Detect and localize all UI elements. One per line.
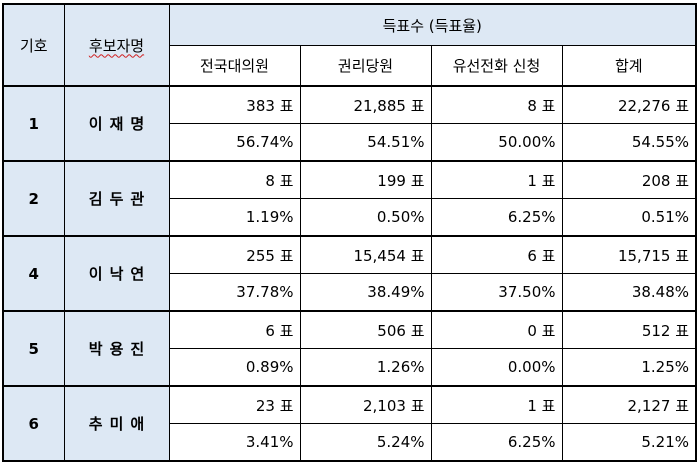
candidate-symbol: 6 — [2, 385, 65, 462]
votes-delegates: 383 표 — [168, 85, 301, 124]
header-candidate: 후보자명 — [63, 3, 170, 87]
rate-phone: 6.25% — [430, 198, 563, 237]
votes-total: 2,127 표 — [561, 385, 697, 424]
votes-phone: 0 표 — [430, 310, 563, 349]
rate-phone: 0.00% — [430, 348, 563, 387]
rate-total: 38.48% — [561, 273, 697, 312]
header-symbol: 기호 — [2, 3, 65, 87]
table-row: 1.19% 0.50% 6.25% 0.51% — [3, 198, 697, 237]
votes-delegates: 255 표 — [168, 235, 301, 274]
table-row: 1 이재명 383 표 21,885 표 8 표 22,276 표 — [2, 85, 697, 162]
rate-delegates: 3.41% — [168, 423, 301, 462]
rate-delegates: 56.74% — [168, 123, 301, 162]
votes-total: 208 표 — [561, 160, 697, 199]
rate-total: 1.25% — [561, 348, 697, 387]
votes-members: 15,454 표 — [299, 235, 432, 274]
rate-total: 5.21% — [561, 423, 697, 462]
rate-phone: 6.25% — [430, 423, 563, 462]
rate-total: 0.51% — [561, 198, 697, 237]
rate-delegates: 37.78% — [168, 273, 301, 312]
header-col-delegates: 전국대의원 — [168, 45, 301, 87]
votes-total: 512 표 — [561, 310, 697, 349]
table-body: 1 이재명 383 표 21,885 표 8 표 22,276 표 56.74%… — [2, 85, 697, 462]
rate-delegates: 1.19% — [168, 198, 301, 237]
votes-total: 15,715 표 — [561, 235, 697, 274]
candidate-name: 추미애 — [63, 385, 170, 462]
votes-members: 506 표 — [299, 310, 432, 349]
header-row-sub: 전국대의원 권리당원 유선전화 신청 합계 — [3, 45, 697, 87]
rate-delegates: 0.89% — [168, 348, 301, 387]
candidate-name: 이재명 — [63, 85, 170, 162]
table-row: 56.74% 54.51% 50.00% 54.55% — [3, 123, 697, 162]
rate-members: 54.51% — [299, 123, 432, 162]
table-row: 37.78% 38.49% 37.50% 38.48% — [3, 273, 697, 312]
rate-phone: 37.50% — [430, 273, 563, 312]
votes-phone: 8 표 — [430, 85, 563, 124]
table-row: 2 김두관 8 표 199 표 1 표 208 표 — [2, 160, 697, 237]
header-col-members: 권리당원 — [299, 45, 432, 87]
votes-delegates: 23 표 — [168, 385, 301, 424]
candidate-name: 이낙연 — [63, 235, 170, 312]
table-row: 6 추미애 23 표 2,103 표 1 표 2,127 표 — [2, 385, 697, 462]
candidate-symbol: 2 — [2, 160, 65, 237]
votes-members: 199 표 — [299, 160, 432, 199]
candidate-symbol: 4 — [2, 235, 65, 312]
votes-phone: 1 표 — [430, 160, 563, 199]
table-row: 5 박용진 6 표 506 표 0 표 512 표 — [2, 310, 697, 387]
rate-members: 5.24% — [299, 423, 432, 462]
rate-total: 54.55% — [561, 123, 697, 162]
votes-total: 22,276 표 — [561, 85, 697, 124]
table-header: 기호 후보자명 득표수 (득표율) 전국대의원 권리당원 유선전화 신청 합계 — [2, 3, 697, 87]
votes-members: 21,885 표 — [299, 85, 432, 124]
header-vote-group: 득표수 (득표율) — [168, 3, 697, 46]
header-col-total: 합계 — [561, 45, 697, 87]
votes-phone: 1 표 — [430, 385, 563, 424]
rate-members: 38.49% — [299, 273, 432, 312]
header-col-phone: 유선전화 신청 — [430, 45, 563, 87]
header-row-top: 기호 후보자명 득표수 (득표율) — [2, 3, 697, 87]
rate-members: 1.26% — [299, 348, 432, 387]
candidate-name: 박용진 — [63, 310, 170, 387]
vote-results-table: 기호 후보자명 득표수 (득표율) 전국대의원 권리당원 유선전화 신청 합계 … — [2, 3, 698, 462]
table-row: 0.89% 1.26% 0.00% 1.25% — [3, 348, 697, 387]
votes-members: 2,103 표 — [299, 385, 432, 424]
candidate-symbol: 1 — [2, 85, 65, 162]
candidate-symbol: 5 — [2, 310, 65, 387]
votes-phone: 6 표 — [430, 235, 563, 274]
votes-delegates: 6 표 — [168, 310, 301, 349]
votes-delegates: 8 표 — [168, 160, 301, 199]
rate-members: 0.50% — [299, 198, 432, 237]
rate-phone: 50.00% — [430, 123, 563, 162]
header-candidate-label: 후보자명 — [88, 36, 145, 55]
table-row: 4 이낙연 255 표 15,454 표 6 표 15,715 표 — [2, 235, 697, 312]
candidate-name: 김두관 — [63, 160, 170, 237]
